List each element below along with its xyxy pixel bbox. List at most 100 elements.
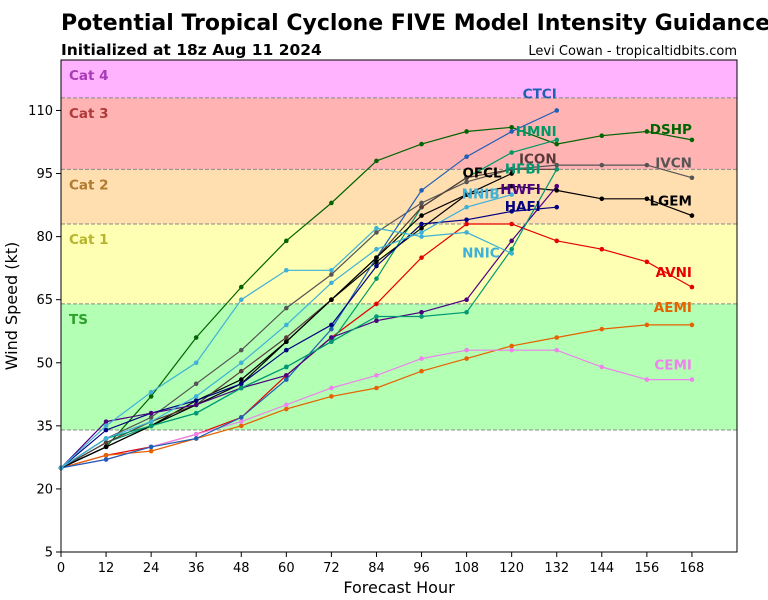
x-tick-label: 36 bbox=[188, 561, 205, 576]
point-dshp bbox=[238, 284, 244, 290]
chart-credit: Levi Cowan - tropicaltidbits.com bbox=[528, 44, 737, 59]
point-icon bbox=[509, 167, 514, 172]
point-ivcn bbox=[329, 272, 334, 277]
series-line-hafi bbox=[60, 206, 557, 469]
point-lgem bbox=[419, 225, 424, 231]
point-hwfi bbox=[374, 318, 379, 324]
x-tick-label: 60 bbox=[278, 561, 295, 576]
point-dshp bbox=[689, 137, 695, 143]
point-nnic bbox=[193, 360, 199, 366]
model-label-avni: AVNI bbox=[656, 265, 692, 281]
point-ivcn bbox=[554, 162, 560, 168]
model-label-cemi: CEMI bbox=[654, 358, 692, 374]
point-ctci bbox=[464, 154, 469, 160]
point-nnib bbox=[329, 280, 334, 286]
y-axis-label: Wind Speed (kt) bbox=[2, 242, 21, 371]
x-tick-label: 144 bbox=[589, 561, 614, 576]
point-ofcl bbox=[103, 444, 109, 450]
point-nnic bbox=[284, 267, 289, 273]
model-label-hwfi: HWFI bbox=[500, 182, 540, 198]
x-tick-label: 168 bbox=[680, 561, 705, 576]
point-avni bbox=[509, 221, 514, 227]
point-nnib bbox=[193, 394, 199, 399]
y-tick-label: 5 bbox=[45, 546, 53, 561]
y-tick-label: 65 bbox=[36, 293, 53, 308]
point-aemi bbox=[509, 343, 514, 349]
point-hfbi bbox=[284, 364, 289, 370]
point-nnic bbox=[374, 225, 379, 231]
point-ctci bbox=[284, 377, 289, 382]
point-nnib bbox=[464, 204, 469, 210]
point-nnic bbox=[329, 267, 334, 273]
point-ctci bbox=[238, 415, 244, 420]
point-aemi bbox=[238, 423, 244, 429]
x-tick-label: 108 bbox=[454, 561, 479, 576]
point-lgem bbox=[689, 213, 695, 218]
point-hfbi bbox=[509, 246, 514, 252]
point-hafi bbox=[103, 427, 109, 433]
band-label-cat-2: Cat 2 bbox=[69, 177, 109, 193]
point-nnic bbox=[103, 423, 109, 429]
point-ivcn bbox=[464, 179, 469, 185]
point-hafi bbox=[509, 209, 514, 214]
point-ivcn bbox=[599, 162, 605, 168]
point-icon bbox=[419, 204, 424, 210]
point-dshp bbox=[599, 133, 605, 138]
point-ofcl bbox=[374, 255, 379, 260]
point-ivcn bbox=[193, 381, 199, 387]
point-nnic bbox=[509, 251, 514, 256]
point-hafi bbox=[554, 204, 560, 210]
point-nnib bbox=[374, 246, 379, 252]
point-ofcl bbox=[284, 339, 289, 345]
series-points bbox=[58, 108, 695, 471]
x-axis-ticks: 0 12 24 36 48 60 72 84 96 108 120 132 144 156 168 bbox=[57, 552, 704, 576]
point-hafi bbox=[464, 217, 469, 223]
point-lgem bbox=[374, 259, 379, 265]
point-hfbi bbox=[238, 385, 244, 391]
model-label-aemi: AEMI bbox=[654, 300, 692, 316]
y-tick-label: 80 bbox=[36, 230, 53, 245]
point-aemi bbox=[464, 356, 469, 361]
x-axis-label: Forecast Hour bbox=[343, 578, 455, 597]
point-aemi bbox=[599, 326, 605, 332]
x-tick-label: 48 bbox=[233, 561, 250, 576]
band-labels: TS Cat 1 Cat 2 Cat 3 Cat 4 bbox=[69, 68, 109, 328]
point-hfbi bbox=[554, 167, 560, 172]
chart-subtitle: Initialized at 18z Aug 11 2024 bbox=[61, 41, 322, 59]
point-nnib bbox=[509, 192, 514, 197]
point-hafi bbox=[329, 322, 334, 328]
point-hwfi bbox=[148, 410, 154, 416]
point-hwfi bbox=[329, 335, 334, 340]
point-icon bbox=[103, 440, 109, 445]
point-ivcn bbox=[419, 200, 424, 206]
point-ctci bbox=[509, 129, 514, 134]
model-label-lgem: LGEM bbox=[650, 194, 692, 210]
point-aemi bbox=[419, 368, 424, 374]
model-label-dshp: DSHP bbox=[650, 122, 692, 138]
x-tick-label: 72 bbox=[323, 561, 340, 576]
point-ofcl bbox=[509, 171, 514, 176]
point-aemi bbox=[148, 448, 154, 454]
point-aemi bbox=[374, 385, 379, 391]
point-hfbi bbox=[419, 314, 424, 319]
point-aemi bbox=[644, 322, 650, 328]
model-label-nnic: NNIC bbox=[462, 245, 500, 261]
series-line-icon bbox=[60, 168, 557, 469]
x-tick-label: 120 bbox=[499, 561, 524, 576]
point-ivcn bbox=[689, 175, 695, 181]
point-cemi bbox=[193, 431, 199, 437]
point-dshp bbox=[284, 238, 289, 244]
point-icon bbox=[238, 368, 244, 374]
point-ivcn bbox=[238, 347, 244, 353]
model-label-ivcn: IVCN bbox=[655, 156, 692, 172]
point-ctci bbox=[329, 326, 334, 332]
point-nnib bbox=[284, 322, 289, 328]
x-tick-label: 12 bbox=[98, 561, 115, 576]
point-hafi bbox=[193, 398, 199, 403]
point-ctci bbox=[193, 436, 199, 441]
point-aemi bbox=[689, 322, 695, 328]
point-hwfi bbox=[103, 419, 109, 424]
point-cemi bbox=[554, 347, 560, 353]
point-ctci bbox=[419, 188, 424, 193]
point-lgem bbox=[509, 183, 514, 189]
